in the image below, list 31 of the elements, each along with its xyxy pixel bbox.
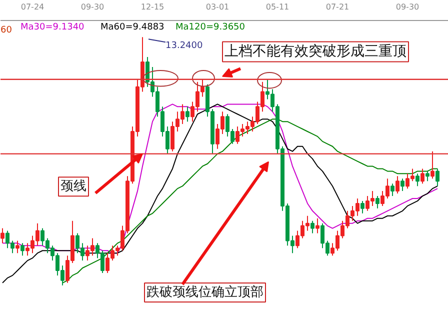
candlestick — [436, 168, 440, 187]
candlestick — [396, 176, 400, 194]
x-tick-label: 09-30 — [396, 2, 420, 12]
candlestick — [400, 178, 404, 192]
x-tick-label: 07-21 — [326, 2, 350, 12]
x-tick-label: 03-01 — [206, 2, 230, 12]
candlestick — [426, 170, 430, 182]
annotation: 13.2400 — [166, 40, 203, 51]
candlestick — [186, 106, 190, 122]
text: Ma30=9.1340 — [20, 22, 85, 32]
annotation: 上档不能有效突破形成三重顶 — [224, 44, 406, 60]
candlestick — [430, 150, 434, 180]
text: Ma120=9.3650 — [176, 22, 246, 32]
x-tick-label: 05-11 — [266, 2, 290, 12]
annotation: 颈线 — [60, 179, 86, 194]
candlestick — [390, 183, 394, 197]
candlestick — [316, 218, 320, 234]
text: 60 — [0, 25, 12, 36]
x-tick-label: 12-15 — [140, 2, 164, 12]
candlestick — [20, 242, 24, 256]
text: Ma60=9.4883 — [100, 22, 164, 32]
x-tick-label: 07-24 — [20, 2, 44, 12]
x-tick-label: 09-30 — [80, 2, 104, 12]
candlestick — [376, 196, 380, 209]
candlestick — [0, 228, 4, 244]
candlestick — [16, 240, 20, 254]
candlestick — [310, 220, 314, 234]
annotation: 跌破颈线位确立顶部 — [146, 284, 264, 300]
candlestick — [416, 173, 420, 187]
candlestick — [420, 168, 424, 184]
candlestick — [360, 200, 364, 214]
